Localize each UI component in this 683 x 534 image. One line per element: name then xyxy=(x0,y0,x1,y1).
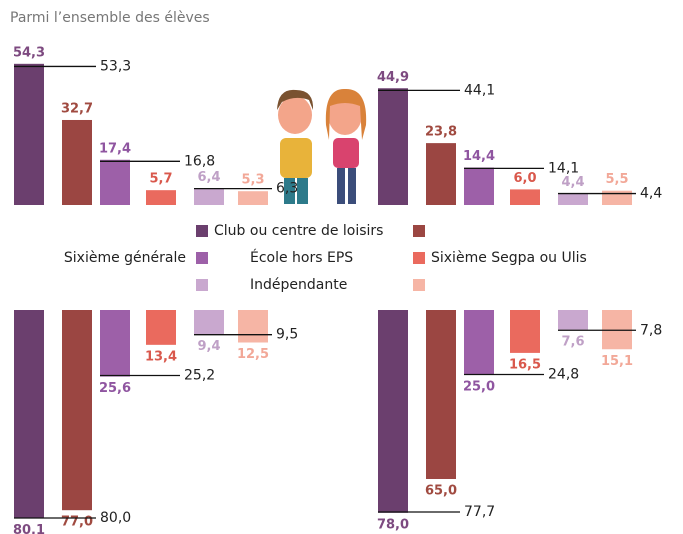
legend-swatch xyxy=(196,252,208,264)
bar xyxy=(100,159,130,205)
legend-swatch xyxy=(413,252,425,264)
value-label: 15,1 xyxy=(601,354,633,369)
value-label: 12,5 xyxy=(237,347,269,362)
bar xyxy=(378,310,408,513)
bar xyxy=(378,88,408,205)
legend-label: Indépendante xyxy=(250,277,347,293)
bar xyxy=(426,143,456,205)
bar xyxy=(510,189,540,205)
value-label: 54,3 xyxy=(13,45,45,60)
total-label: 77,7 xyxy=(464,504,495,520)
bar xyxy=(146,310,176,345)
bar xyxy=(14,310,44,519)
value-label: 44,9 xyxy=(377,70,409,85)
bar xyxy=(100,310,130,377)
value-label: 23,8 xyxy=(425,125,457,140)
chart-title: Parmi l’ensemble des élèves xyxy=(10,10,210,26)
bar xyxy=(558,310,588,330)
value-label: 65,0 xyxy=(425,484,457,499)
legend-series: Sixième Segpa ou Ulis xyxy=(431,250,587,266)
value-label: 13,4 xyxy=(145,349,177,364)
total-label: 80,0 xyxy=(100,510,131,526)
bar xyxy=(194,188,224,205)
bar xyxy=(464,167,494,205)
legend-label: Club ou centre de loisirs xyxy=(214,223,383,239)
value-label: 78,0 xyxy=(377,517,409,532)
legend-swatch xyxy=(196,225,208,237)
value-label: 17,4 xyxy=(99,141,131,156)
value-label: 32,7 xyxy=(61,101,93,116)
total-label: 24,8 xyxy=(548,366,579,382)
bar xyxy=(194,310,224,335)
total-label: 6,3 xyxy=(276,181,298,197)
legend-label: École hors EPS xyxy=(250,249,353,266)
value-label: 80,1 xyxy=(13,523,45,534)
total-label: 9,5 xyxy=(276,327,298,343)
value-label: 16,5 xyxy=(509,357,541,372)
total-label: 44,1 xyxy=(464,82,495,98)
value-label: 14,4 xyxy=(463,149,495,164)
value-label: 5,3 xyxy=(241,173,264,188)
legend-series: Sixième générale xyxy=(64,250,186,266)
bar xyxy=(238,191,268,205)
value-label: 6,0 xyxy=(513,171,536,186)
bar xyxy=(238,310,268,343)
total-label: 14,1 xyxy=(548,160,579,176)
bar xyxy=(62,310,92,511)
legend-swatch xyxy=(413,279,425,291)
bar xyxy=(14,63,44,205)
value-label: 25,0 xyxy=(463,380,495,395)
illustration xyxy=(277,88,367,204)
total-label: 7,8 xyxy=(640,322,662,338)
total-label: 4,4 xyxy=(640,186,662,202)
total-label: 25,2 xyxy=(184,368,215,384)
value-label: 5,5 xyxy=(605,172,628,187)
value-label: 6,4 xyxy=(197,170,220,185)
bar xyxy=(464,310,494,375)
bar xyxy=(602,190,632,205)
bar xyxy=(62,119,92,205)
bar xyxy=(146,190,176,205)
total-label: 16,8 xyxy=(184,153,215,169)
value-label: 4,4 xyxy=(561,175,584,190)
value-label: 7,6 xyxy=(561,334,584,349)
value-label: 9,4 xyxy=(197,339,220,354)
legend-swatch xyxy=(196,279,208,291)
bar xyxy=(558,193,588,205)
value-label: 77,0 xyxy=(61,515,93,530)
value-label: 5,7 xyxy=(149,172,172,187)
bar xyxy=(426,310,456,479)
legend-swatch xyxy=(413,225,425,237)
value-label: 25,6 xyxy=(99,381,131,396)
total-label: 53,3 xyxy=(100,58,131,74)
bar xyxy=(510,310,540,353)
